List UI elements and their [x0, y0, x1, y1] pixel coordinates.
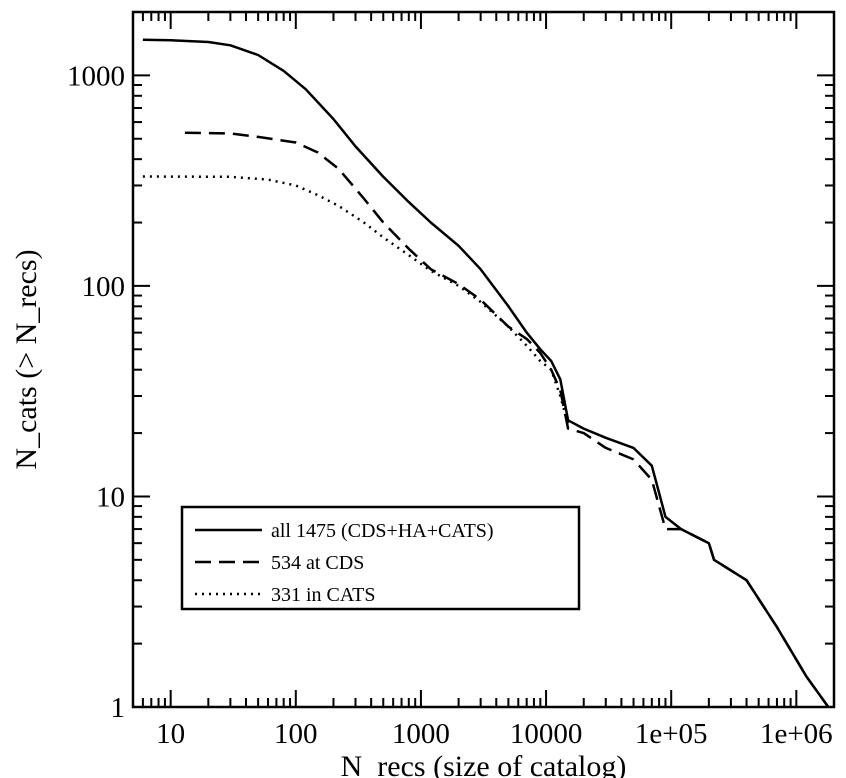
- x-tick-label: 1e+06: [760, 718, 833, 750]
- series-line-2: [184, 131, 830, 708]
- legend-label-3: 331 in CATS: [271, 584, 375, 606]
- series-line-3: [142, 175, 570, 425]
- tick-layer: [132, 11, 835, 708]
- tick-label-layer: 10 100 1000 10000 1e+05 1e+06 1 10 100 1000: [67, 60, 833, 750]
- y-tick-label: 1000: [67, 60, 125, 92]
- legend-label-2: 534 at CDS: [271, 552, 364, 574]
- y-axis-title: N_cats (> N_recs): [10, 249, 43, 469]
- plot-frame: [131, 10, 836, 709]
- x-tick-label: 1e+05: [635, 718, 708, 750]
- x-tick-label: 1000: [392, 718, 450, 750]
- x-axis-title: N_recs (size of catalog): [341, 750, 627, 778]
- legend: all 1475 (CDS+HA+CATS) 534 at CDS 331 in C…: [180, 505, 581, 611]
- x-tick-label: 100: [274, 718, 318, 750]
- y-tick-label: 1: [111, 692, 126, 724]
- y-tick-label: 10: [96, 481, 125, 513]
- y-tick-label: 100: [82, 271, 126, 303]
- series-line-1: [142, 38, 830, 708]
- x-tick-label: 10000: [510, 718, 583, 750]
- series-layer: [142, 38, 830, 708]
- legend-label-1: all 1475 (CDS+HA+CATS): [271, 520, 494, 542]
- legend-box: [180, 505, 581, 611]
- x-tick-label: 10: [156, 718, 185, 750]
